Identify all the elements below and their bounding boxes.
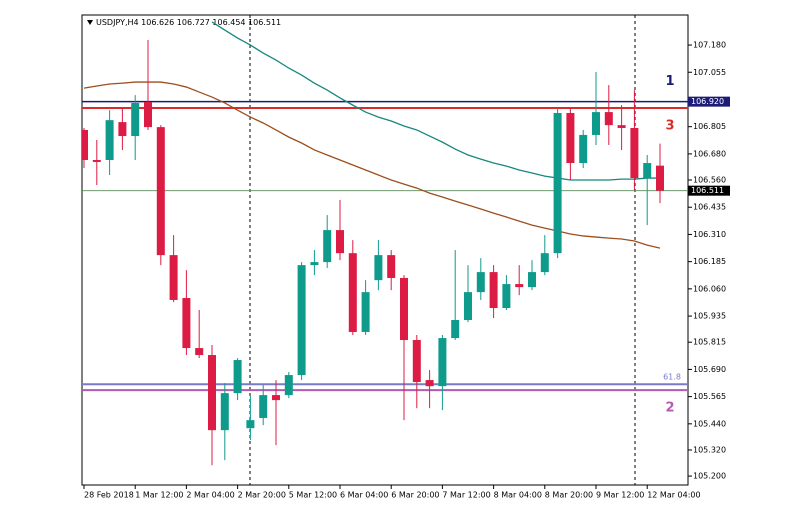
x-tick-label: 5 Mar 12:00 bbox=[289, 491, 337, 500]
candle-body bbox=[336, 230, 344, 254]
candle-body bbox=[361, 292, 370, 332]
level-note: 1 bbox=[665, 74, 674, 89]
level-note: 2 bbox=[665, 401, 674, 416]
candle-body bbox=[374, 255, 383, 281]
y-tick-label: 105.320 bbox=[693, 445, 726, 454]
y-tick-label: 106.560 bbox=[693, 176, 726, 185]
candle-body bbox=[297, 265, 306, 376]
candle-body bbox=[476, 272, 485, 293]
candle-body bbox=[233, 360, 242, 394]
candle-body bbox=[92, 159, 101, 162]
x-tick-label: 8 Mar 04:00 bbox=[494, 491, 542, 500]
y-tick-label: 106.680 bbox=[693, 149, 726, 158]
level-price-label: 106.920 bbox=[691, 97, 724, 106]
candle-body bbox=[412, 340, 421, 383]
y-tick-label: 105.565 bbox=[693, 392, 726, 401]
y-tick-label: 107.055 bbox=[693, 68, 726, 77]
candle-body bbox=[553, 112, 562, 254]
candle-body bbox=[451, 319, 460, 339]
y-tick-label: 105.440 bbox=[693, 419, 726, 428]
candle-body bbox=[656, 165, 664, 191]
candle-body bbox=[259, 395, 268, 418]
moving-average-line bbox=[211, 21, 660, 181]
candle-body bbox=[425, 380, 434, 387]
x-tick-label: 12 Mar 04:00 bbox=[647, 491, 700, 500]
moving-average-line bbox=[83, 81, 661, 249]
candle-body bbox=[464, 292, 472, 320]
candle-body bbox=[246, 420, 255, 429]
candle-body bbox=[566, 112, 575, 164]
candle-body bbox=[400, 277, 408, 341]
candle-body bbox=[643, 163, 652, 179]
candle-body bbox=[489, 272, 498, 309]
candle-body bbox=[272, 395, 280, 401]
y-tick-label: 105.200 bbox=[693, 472, 726, 481]
menu-arrow bbox=[87, 20, 93, 25]
candle-body bbox=[348, 253, 357, 332]
candle-body bbox=[208, 355, 216, 431]
level-note: 3 bbox=[665, 118, 674, 133]
y-tick-label: 105.815 bbox=[693, 338, 726, 347]
candle-body bbox=[502, 284, 511, 309]
y-tick-label: 106.310 bbox=[693, 230, 726, 239]
candle-body bbox=[169, 255, 178, 300]
candle-body bbox=[438, 338, 447, 387]
candle-body bbox=[604, 112, 613, 126]
chart-title: USDJPY,H4 106.626 106.727 106.454 106.51… bbox=[96, 18, 281, 27]
x-tick-label: 2 Mar 04:00 bbox=[186, 491, 234, 500]
y-tick-label: 105.935 bbox=[693, 312, 726, 321]
candle-body bbox=[387, 255, 396, 278]
candle-body bbox=[195, 348, 204, 356]
candle-body bbox=[220, 393, 229, 431]
current-price-label: 106.511 bbox=[691, 186, 724, 195]
x-tick-label: 9 Mar 12:00 bbox=[596, 491, 644, 500]
candle-body bbox=[579, 134, 588, 164]
candle-body bbox=[82, 129, 88, 160]
candle-body bbox=[630, 127, 639, 179]
level-note: 61.8 bbox=[663, 373, 681, 382]
candle-body bbox=[156, 127, 165, 256]
x-tick-label: 8 Mar 20:00 bbox=[545, 491, 593, 500]
candle-body bbox=[131, 102, 140, 137]
candle-body bbox=[323, 230, 332, 263]
x-tick-label: 7 Mar 12:00 bbox=[442, 491, 490, 500]
candle-body bbox=[105, 120, 114, 160]
candle-body bbox=[284, 375, 293, 396]
y-tick-label: 107.180 bbox=[693, 41, 726, 50]
plot-frame bbox=[81, 14, 689, 486]
x-tick-label: 6 Mar 04:00 bbox=[340, 491, 388, 500]
candle-body bbox=[144, 102, 152, 128]
candle-body bbox=[310, 262, 319, 266]
y-tick-label: 106.435 bbox=[693, 203, 726, 212]
x-tick-label: 28 Feb 2018 bbox=[84, 491, 134, 500]
level-price-box bbox=[688, 96, 730, 107]
candle-body bbox=[540, 253, 549, 273]
candle-body bbox=[118, 122, 127, 137]
y-tick-label: 106.805 bbox=[693, 122, 726, 131]
y-tick-label: 106.185 bbox=[693, 257, 726, 266]
x-tick-label: 2 Mar 20:00 bbox=[238, 491, 286, 500]
candle-body bbox=[592, 112, 600, 135]
x-tick-label: 1 Mar 12:00 bbox=[135, 491, 183, 500]
candle-body bbox=[528, 272, 536, 288]
y-tick-label: 106.060 bbox=[693, 284, 726, 293]
current-price-box bbox=[688, 185, 730, 196]
candle-body bbox=[515, 284, 524, 288]
y-tick-label: 105.690 bbox=[693, 365, 726, 374]
x-tick-label: 6 Mar 20:00 bbox=[391, 491, 439, 500]
candle-body bbox=[617, 125, 626, 128]
candle-body bbox=[182, 298, 191, 349]
